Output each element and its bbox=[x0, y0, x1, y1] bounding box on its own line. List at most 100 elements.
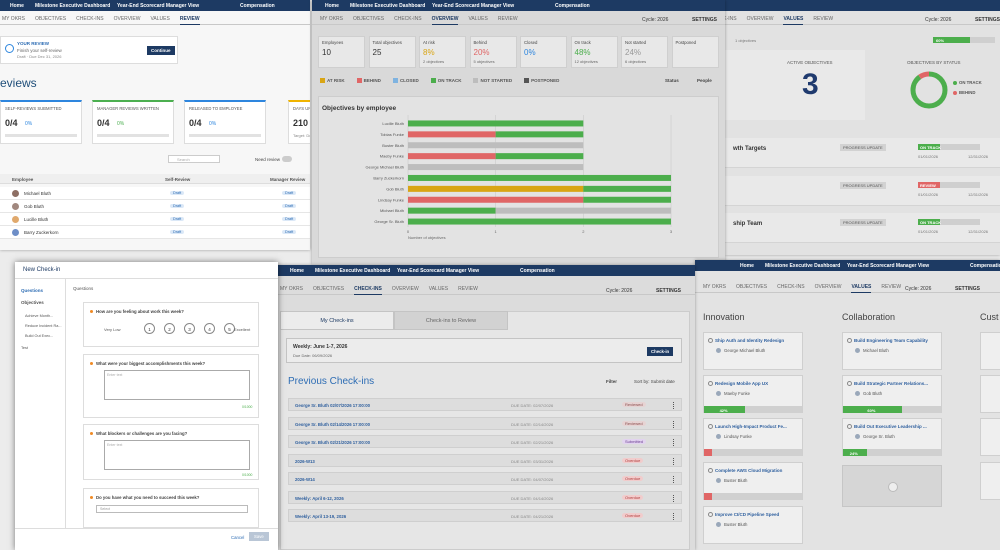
value-card[interactable]: Ship Auth and Identity Redesign George Mi… bbox=[703, 332, 803, 370]
tab[interactable]: MY OKRS bbox=[320, 16, 343, 22]
nav-item[interactable]: Home bbox=[325, 3, 339, 9]
value-card[interactable] bbox=[980, 462, 1000, 500]
sidebar-item[interactable]: Objectives bbox=[21, 300, 44, 305]
text-area[interactable]: Enter text bbox=[104, 440, 250, 470]
checkin-row[interactable]: Weekly: April 13-19, 2026 DUE DATE: 04/21… bbox=[288, 509, 682, 522]
sidebar-item[interactable]: Test bbox=[21, 346, 28, 350]
tab[interactable]: REVIEW bbox=[497, 16, 518, 22]
row-menu[interactable] bbox=[673, 420, 675, 428]
continue-button[interactable]: Continue bbox=[147, 46, 175, 55]
value-card[interactable]: Build Strategic Partner Relations... Gob … bbox=[842, 375, 942, 413]
tab[interactable]: OBJECTIVES bbox=[735, 284, 768, 290]
checkin-row[interactable]: Weekly: April 6-12, 2026 DUE DATE: 04/14/… bbox=[288, 490, 682, 504]
cancel-button[interactable]: Cancel bbox=[231, 535, 245, 540]
employee-name[interactable]: Gob Bluth bbox=[24, 204, 45, 209]
value-card[interactable] bbox=[980, 418, 1000, 456]
tab[interactable]: MY OKRS bbox=[2, 16, 25, 22]
tab[interactable]: REVIEW bbox=[813, 16, 834, 22]
filter-select[interactable]: People bbox=[697, 78, 712, 83]
settings-button[interactable]: SETTINGS bbox=[955, 286, 981, 292]
value-card[interactable]: Redesign Mobile App UX Maeby Funke 42% bbox=[703, 375, 803, 413]
employee-name[interactable]: Lucille Bluth bbox=[24, 217, 49, 222]
value-card[interactable]: Build Out Executive Leadership ... George… bbox=[842, 418, 942, 456]
checkin-row[interactable]: 2026-W13 DUE DATE: 03/31/2026 Overdue bbox=[288, 453, 682, 467]
nav-item[interactable]: Home bbox=[740, 263, 754, 269]
tab[interactable]: OBJECTIVES bbox=[34, 16, 67, 22]
nav-item[interactable]: Milestone Executive Dashboard bbox=[35, 3, 111, 9]
cycle-select[interactable]: Cycle: 2026 bbox=[925, 17, 952, 23]
sort-button[interactable]: Sort by: Submit date bbox=[634, 379, 675, 384]
cycle-select[interactable]: Cycle: 2026 bbox=[606, 288, 633, 294]
nav-item[interactable]: Milestone Executive Dashboard bbox=[765, 263, 841, 269]
tab[interactable]: REVIEW bbox=[458, 286, 478, 292]
employee-name[interactable]: Michael Bluth bbox=[24, 191, 52, 196]
cycle-select[interactable]: Cycle: 2026 bbox=[642, 17, 669, 23]
text-area[interactable]: Enter text bbox=[104, 370, 250, 400]
scale-option[interactable]: 1 bbox=[144, 323, 155, 334]
checkin-tab[interactable]: Check-ins to Review bbox=[394, 311, 508, 330]
cycle-select[interactable]: Cycle: 2026 bbox=[905, 286, 932, 292]
tab[interactable]: CHECK-INS bbox=[76, 16, 104, 22]
select-input[interactable]: Select bbox=[96, 505, 248, 513]
search-input[interactable]: Search bbox=[168, 155, 220, 163]
value-card[interactable]: Build Engineering Team Capability Michael… bbox=[842, 332, 942, 370]
tab[interactable]: VALUES bbox=[783, 16, 804, 25]
settings-button[interactable]: SETTINGS bbox=[975, 17, 1000, 23]
row-menu[interactable] bbox=[673, 439, 675, 446]
checkin-row[interactable]: George Sr. Bluth 02/14/2026 17:00:00 DUE … bbox=[288, 416, 682, 430]
checkin-button[interactable]: Check-in bbox=[647, 347, 674, 356]
nav-item[interactable]: Compensation bbox=[520, 268, 555, 274]
tab[interactable]: OVERVIEW bbox=[391, 286, 419, 292]
tab[interactable]: VALUES bbox=[851, 284, 872, 293]
tab[interactable]: CHECK-INS bbox=[725, 16, 737, 22]
value-card[interactable]: Launch High-Impact Product Fe... Lindsay … bbox=[703, 418, 803, 456]
row-menu[interactable] bbox=[673, 494, 675, 502]
sidebar-item[interactable]: Reduce Incident Ra... bbox=[25, 324, 62, 328]
filter-toggle[interactable] bbox=[282, 156, 292, 162]
tab[interactable]: REVIEW bbox=[881, 284, 902, 290]
tab[interactable]: CHECK-INS bbox=[777, 284, 805, 290]
filter-select[interactable]: Status bbox=[665, 78, 679, 83]
checkin-row[interactable]: 2026-W14 DUE DATE: 04/07/2026 Overdue bbox=[288, 472, 682, 485]
nav-item[interactable]: Home bbox=[290, 268, 304, 274]
nav-item[interactable]: Milestone Executive Dashboard bbox=[350, 3, 426, 9]
nav-item[interactable]: Home bbox=[10, 3, 24, 9]
value-card[interactable] bbox=[980, 332, 1000, 370]
objective-name[interactable]: wth Targets bbox=[733, 146, 767, 152]
employee-name[interactable]: Barry Zuckerkorn bbox=[24, 230, 59, 235]
row-menu[interactable] bbox=[673, 457, 675, 465]
nav-item[interactable]: Compensation bbox=[240, 3, 275, 9]
nav-item[interactable]: Milestone Executive Dashboard bbox=[315, 268, 391, 274]
settings-button[interactable]: SETTINGS bbox=[692, 17, 718, 23]
row-menu[interactable] bbox=[673, 402, 675, 409]
sidebar-item[interactable]: Build Out Exec... bbox=[25, 334, 54, 338]
checkin-row[interactable]: George Sr. Bluth 02/07/2026 17:00:00 DUE … bbox=[288, 398, 682, 411]
value-card[interactable]: Improve CI/CD Pipeline Speed Buster Bluth bbox=[703, 506, 803, 544]
sidebar-item[interactable]: Questions bbox=[21, 288, 44, 293]
save-button[interactable]: Save bbox=[249, 532, 269, 541]
scale-option[interactable]: 5 bbox=[224, 323, 235, 334]
scale-option[interactable]: 4 bbox=[204, 323, 215, 334]
row-menu[interactable] bbox=[673, 476, 675, 483]
nav-item[interactable]: Year-End Scorecard Manager View bbox=[432, 3, 515, 9]
checkin-row[interactable]: George Sr. Bluth 02/21/2026 17:00:00 DUE … bbox=[288, 435, 682, 448]
scale-option[interactable]: 3 bbox=[184, 323, 195, 334]
nav-item[interactable]: Year-End Scorecard Manager View bbox=[117, 3, 200, 9]
tab[interactable]: CHECK-INS bbox=[354, 286, 382, 295]
nav-item[interactable]: Year-End Scorecard Manager View bbox=[847, 263, 930, 269]
tab[interactable]: CHECK-INS bbox=[394, 16, 422, 22]
tab[interactable]: VALUES bbox=[150, 16, 170, 22]
nav-item[interactable]: Compensation bbox=[970, 263, 1000, 269]
tab[interactable]: OVERVIEW bbox=[113, 16, 141, 22]
objective-name[interactable]: ship Team bbox=[733, 221, 763, 227]
tab[interactable]: OBJECTIVES bbox=[312, 286, 345, 292]
add-card[interactable] bbox=[842, 465, 942, 507]
tab[interactable]: OBJECTIVES bbox=[352, 16, 385, 22]
tab[interactable]: VALUES bbox=[468, 16, 488, 22]
tab[interactable]: OVERVIEW bbox=[431, 16, 459, 25]
sidebar-item[interactable]: Achieve Month... bbox=[25, 314, 54, 318]
settings-button[interactable]: SETTINGS bbox=[656, 288, 682, 294]
tab[interactable]: OVERVIEW bbox=[814, 284, 842, 290]
tab[interactable]: MY OKRS bbox=[703, 284, 726, 290]
filter-button[interactable]: Filter bbox=[606, 379, 618, 384]
